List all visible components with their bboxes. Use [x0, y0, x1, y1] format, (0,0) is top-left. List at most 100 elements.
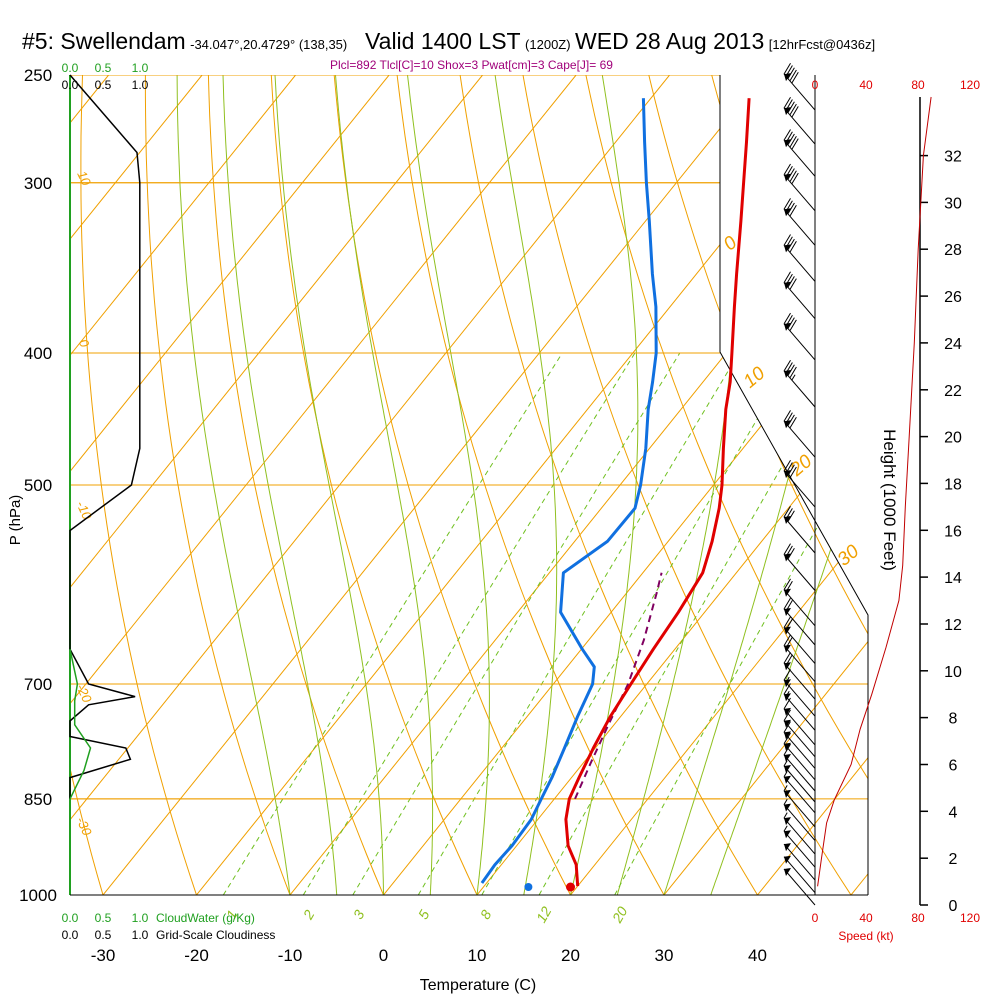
- cloudiness-profile-line: [69, 74, 141, 799]
- height-tick-label: 30: [944, 195, 962, 212]
- wind-barb-staff: [783, 245, 816, 282]
- wind-barb-flag: [784, 208, 791, 217]
- wind-barb: [783, 505, 816, 554]
- moist-adiabat-line: [222, 75, 338, 895]
- y-axis-label: P (hPa): [7, 495, 24, 546]
- wind-barb-staff: [783, 645, 816, 683]
- pressure-tick-label: 250: [24, 66, 52, 85]
- wind-barb-flag: [784, 644, 791, 653]
- x-tick-label: -10: [278, 946, 303, 965]
- wind-speed-bottom-tick: 0: [812, 911, 819, 925]
- cloudiness-top-tick: 1.0: [132, 78, 149, 92]
- isotherm-line: [70, 75, 390, 895]
- wind-speed-bottom-tick: 80: [911, 911, 925, 925]
- moist-adiabat-line: [407, 75, 490, 895]
- wind-barb-flag: [784, 322, 791, 331]
- wind-barb-staff: [783, 370, 816, 408]
- x-tick-label: 40: [748, 946, 767, 965]
- cloud-water-top-tick: 0.0: [62, 61, 79, 75]
- wind-barb: [783, 855, 816, 894]
- wind-barb-feather: [789, 366, 797, 379]
- station-coords: -34.047°,20.4729° (138,35): [190, 37, 348, 52]
- wind-barb-feather: [787, 510, 795, 522]
- wind-barb: [783, 234, 816, 282]
- wind-barb-flag: [784, 608, 791, 616]
- wind-barb: [783, 312, 816, 361]
- wind-barb-feather: [783, 312, 791, 325]
- x-tick-label: 20: [561, 946, 580, 965]
- moist-adiabat-line: [335, 75, 434, 895]
- moist-adiabat-label: 30: [834, 541, 864, 571]
- wind-barb-feather: [783, 709, 791, 722]
- wind-barb-feather: [787, 133, 795, 146]
- wind-barb-feather: [783, 616, 791, 628]
- height-tick-label: 8: [949, 711, 958, 728]
- wind-barb-staff: [783, 589, 816, 627]
- wind-barb: [783, 709, 816, 758]
- height-tick-label: 22: [944, 383, 962, 400]
- x-tick-label: 30: [655, 946, 674, 965]
- wind-barb-feather: [783, 683, 791, 695]
- x-tick-label: -30: [91, 946, 116, 965]
- wind-barb-flag: [784, 868, 791, 876]
- wind-barb-flag: [784, 817, 791, 826]
- wind-barb-feather: [791, 72, 799, 84]
- station-name: #5: Swellendam: [22, 28, 186, 54]
- height-tick-label: 10: [944, 664, 962, 681]
- wind-barb-feather: [783, 97, 791, 109]
- wind-barb-feather: [783, 721, 791, 733]
- wind-barb: [783, 163, 816, 212]
- wind-barb: [783, 271, 816, 320]
- wind-barb-feather: [783, 163, 791, 176]
- isotherm-line: [850, 75, 868, 895]
- pressure-tick-label: 700: [24, 675, 52, 694]
- wind-barb: [783, 697, 816, 746]
- wind-barb-feather: [783, 634, 791, 646]
- wind-barb-feather: [791, 138, 799, 150]
- wind-barb-feather: [787, 317, 795, 329]
- mixing-ratio-label: 2: [299, 907, 317, 923]
- moist-adiabat-line: [494, 75, 558, 895]
- wind-barb: [783, 359, 816, 408]
- wind-barb-staff: [783, 868, 816, 906]
- wind-barb-staff: [783, 470, 816, 508]
- chart-title: #5: Swellendam -34.047°,20.4729° (138,35…: [22, 28, 997, 55]
- wind-barb-feather: [783, 234, 791, 246]
- wind-barb-flag: [784, 855, 791, 864]
- wind-barb-staff: [783, 720, 816, 758]
- wind-barb-staff: [783, 856, 816, 894]
- isotherm-line: [663, 75, 868, 895]
- cloudiness-top-tick: 0.5: [95, 78, 112, 92]
- wind-barb: [783, 543, 816, 591]
- wind-barb-feather: [783, 652, 791, 664]
- x-tick-label: 10: [468, 946, 487, 965]
- wind-barb-half-feather: [783, 785, 788, 792]
- wind-speed-profile-line: [817, 96, 932, 887]
- wind-barb-feather: [783, 129, 791, 141]
- wind-barb-feather: [789, 205, 797, 217]
- wind-barb-feather: [783, 359, 791, 372]
- wind-speed-bottom-tick: 40: [859, 911, 873, 925]
- wind-barb-flag: [784, 693, 791, 702]
- cloud-water-axis-label: CloudWater (g/Kg): [156, 911, 255, 925]
- cloudiness-bottom-tick: 0.0: [62, 928, 79, 942]
- moist-adiabat-line: [570, 75, 639, 895]
- wind-barb-feather: [787, 101, 795, 113]
- wind-barb-flag: [784, 516, 791, 524]
- wind-barb-feather: [789, 69, 797, 82]
- pressure-tick-label: 850: [24, 790, 52, 809]
- wind-barb: [783, 597, 816, 646]
- wind-barb-staff: [783, 174, 816, 212]
- x-tick-label: -20: [184, 946, 209, 965]
- dry-adiabat-line: [837, 75, 868, 895]
- height-tick-label: 4: [949, 804, 958, 821]
- wind-barb-half-feather: [783, 771, 788, 778]
- wind-barb: [783, 743, 816, 792]
- wind-barb-flag: [784, 775, 791, 784]
- isotherm-line: [70, 75, 203, 895]
- wind-barb-feather: [789, 416, 797, 429]
- wind-barb: [783, 868, 816, 906]
- wind-barb-flag: [784, 139, 791, 148]
- cloudiness-axis-label: Grid-Scale Cloudiness: [156, 928, 275, 942]
- wind-barb-feather: [783, 697, 791, 710]
